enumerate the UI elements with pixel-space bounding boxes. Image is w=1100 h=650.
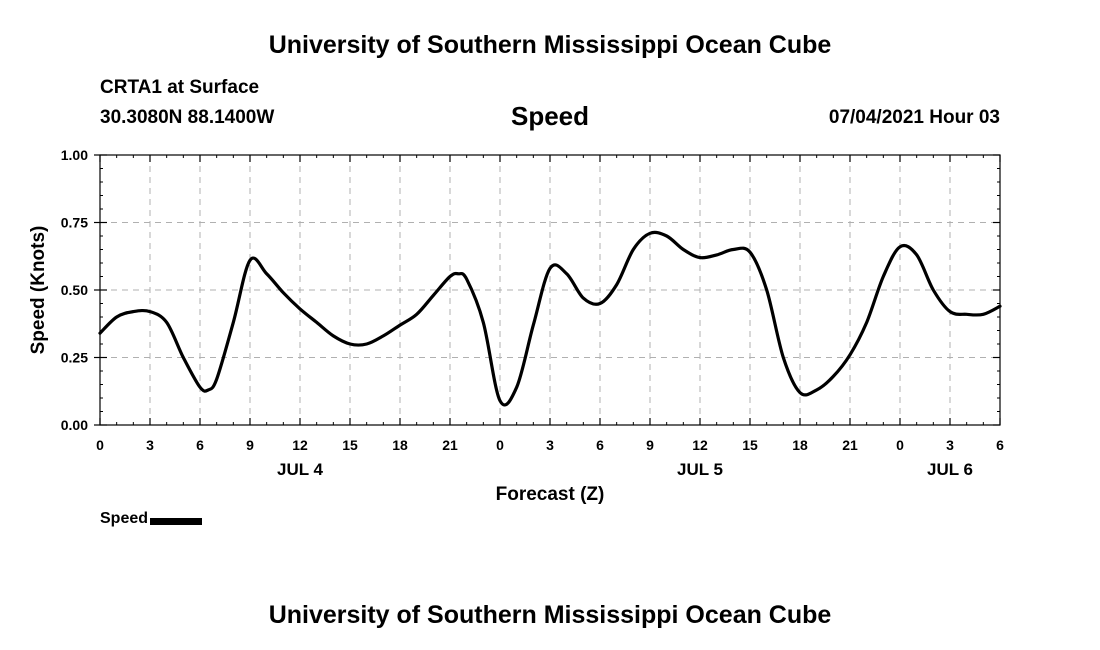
- y-tick-label: 0.25: [61, 350, 88, 366]
- x-tick-label: 0: [896, 437, 904, 453]
- x-tick-label: 12: [692, 437, 708, 453]
- x-tick-label: 21: [442, 437, 458, 453]
- day-label: JUL 5: [677, 460, 723, 479]
- y-tick-label: 0.75: [61, 215, 88, 231]
- legend: Speed: [100, 510, 203, 528]
- legend-swatch: [150, 517, 203, 525]
- y-tick-label: 1.00: [61, 147, 88, 163]
- x-tick-label: 3: [946, 437, 954, 453]
- y-tick-label: 0.00: [61, 417, 88, 433]
- x-tick-label: 9: [646, 437, 654, 453]
- x-tick-label: 15: [742, 437, 758, 453]
- x-tick-label: 15: [342, 437, 358, 453]
- x-tick-label: 6: [596, 437, 604, 453]
- forecast-datetime: 07/04/2021 Hour 03: [828, 107, 1000, 128]
- chart-heading: Speed: [510, 101, 590, 131]
- x-tick-label: 6: [996, 437, 1004, 453]
- y-axis-label: Speed (Knots): [28, 226, 49, 355]
- x-tick-label: 18: [392, 437, 408, 453]
- x-tick-label: 6: [196, 437, 204, 453]
- x-tick-label: 0: [496, 437, 504, 453]
- station-label: CRTA1 at Surface: [100, 77, 260, 98]
- x-tick-label: 21: [842, 437, 858, 453]
- legend-label: Speed: [100, 510, 149, 527]
- series-line-speed: [98, 230, 1002, 407]
- y-tick-label: 0.50: [61, 282, 88, 298]
- x-tick-label: 0: [96, 437, 104, 453]
- station-coordinates: 30.3080N 88.1400W: [100, 107, 275, 128]
- x-tick-label: 3: [146, 437, 154, 453]
- footer-title: University of Southern Mississippi Ocean…: [268, 601, 832, 629]
- x-axis-label: Forecast (Z): [496, 484, 605, 505]
- x-tick-label: 12: [292, 437, 308, 453]
- x-tick-label: 3: [546, 437, 554, 453]
- x-tick-label: 18: [792, 437, 808, 453]
- day-label: JUL 4: [277, 460, 324, 479]
- x-tick-label: 9: [246, 437, 254, 453]
- header-title: University of Southern Mississippi Ocean…: [268, 31, 832, 59]
- day-label: JUL 6: [927, 460, 973, 479]
